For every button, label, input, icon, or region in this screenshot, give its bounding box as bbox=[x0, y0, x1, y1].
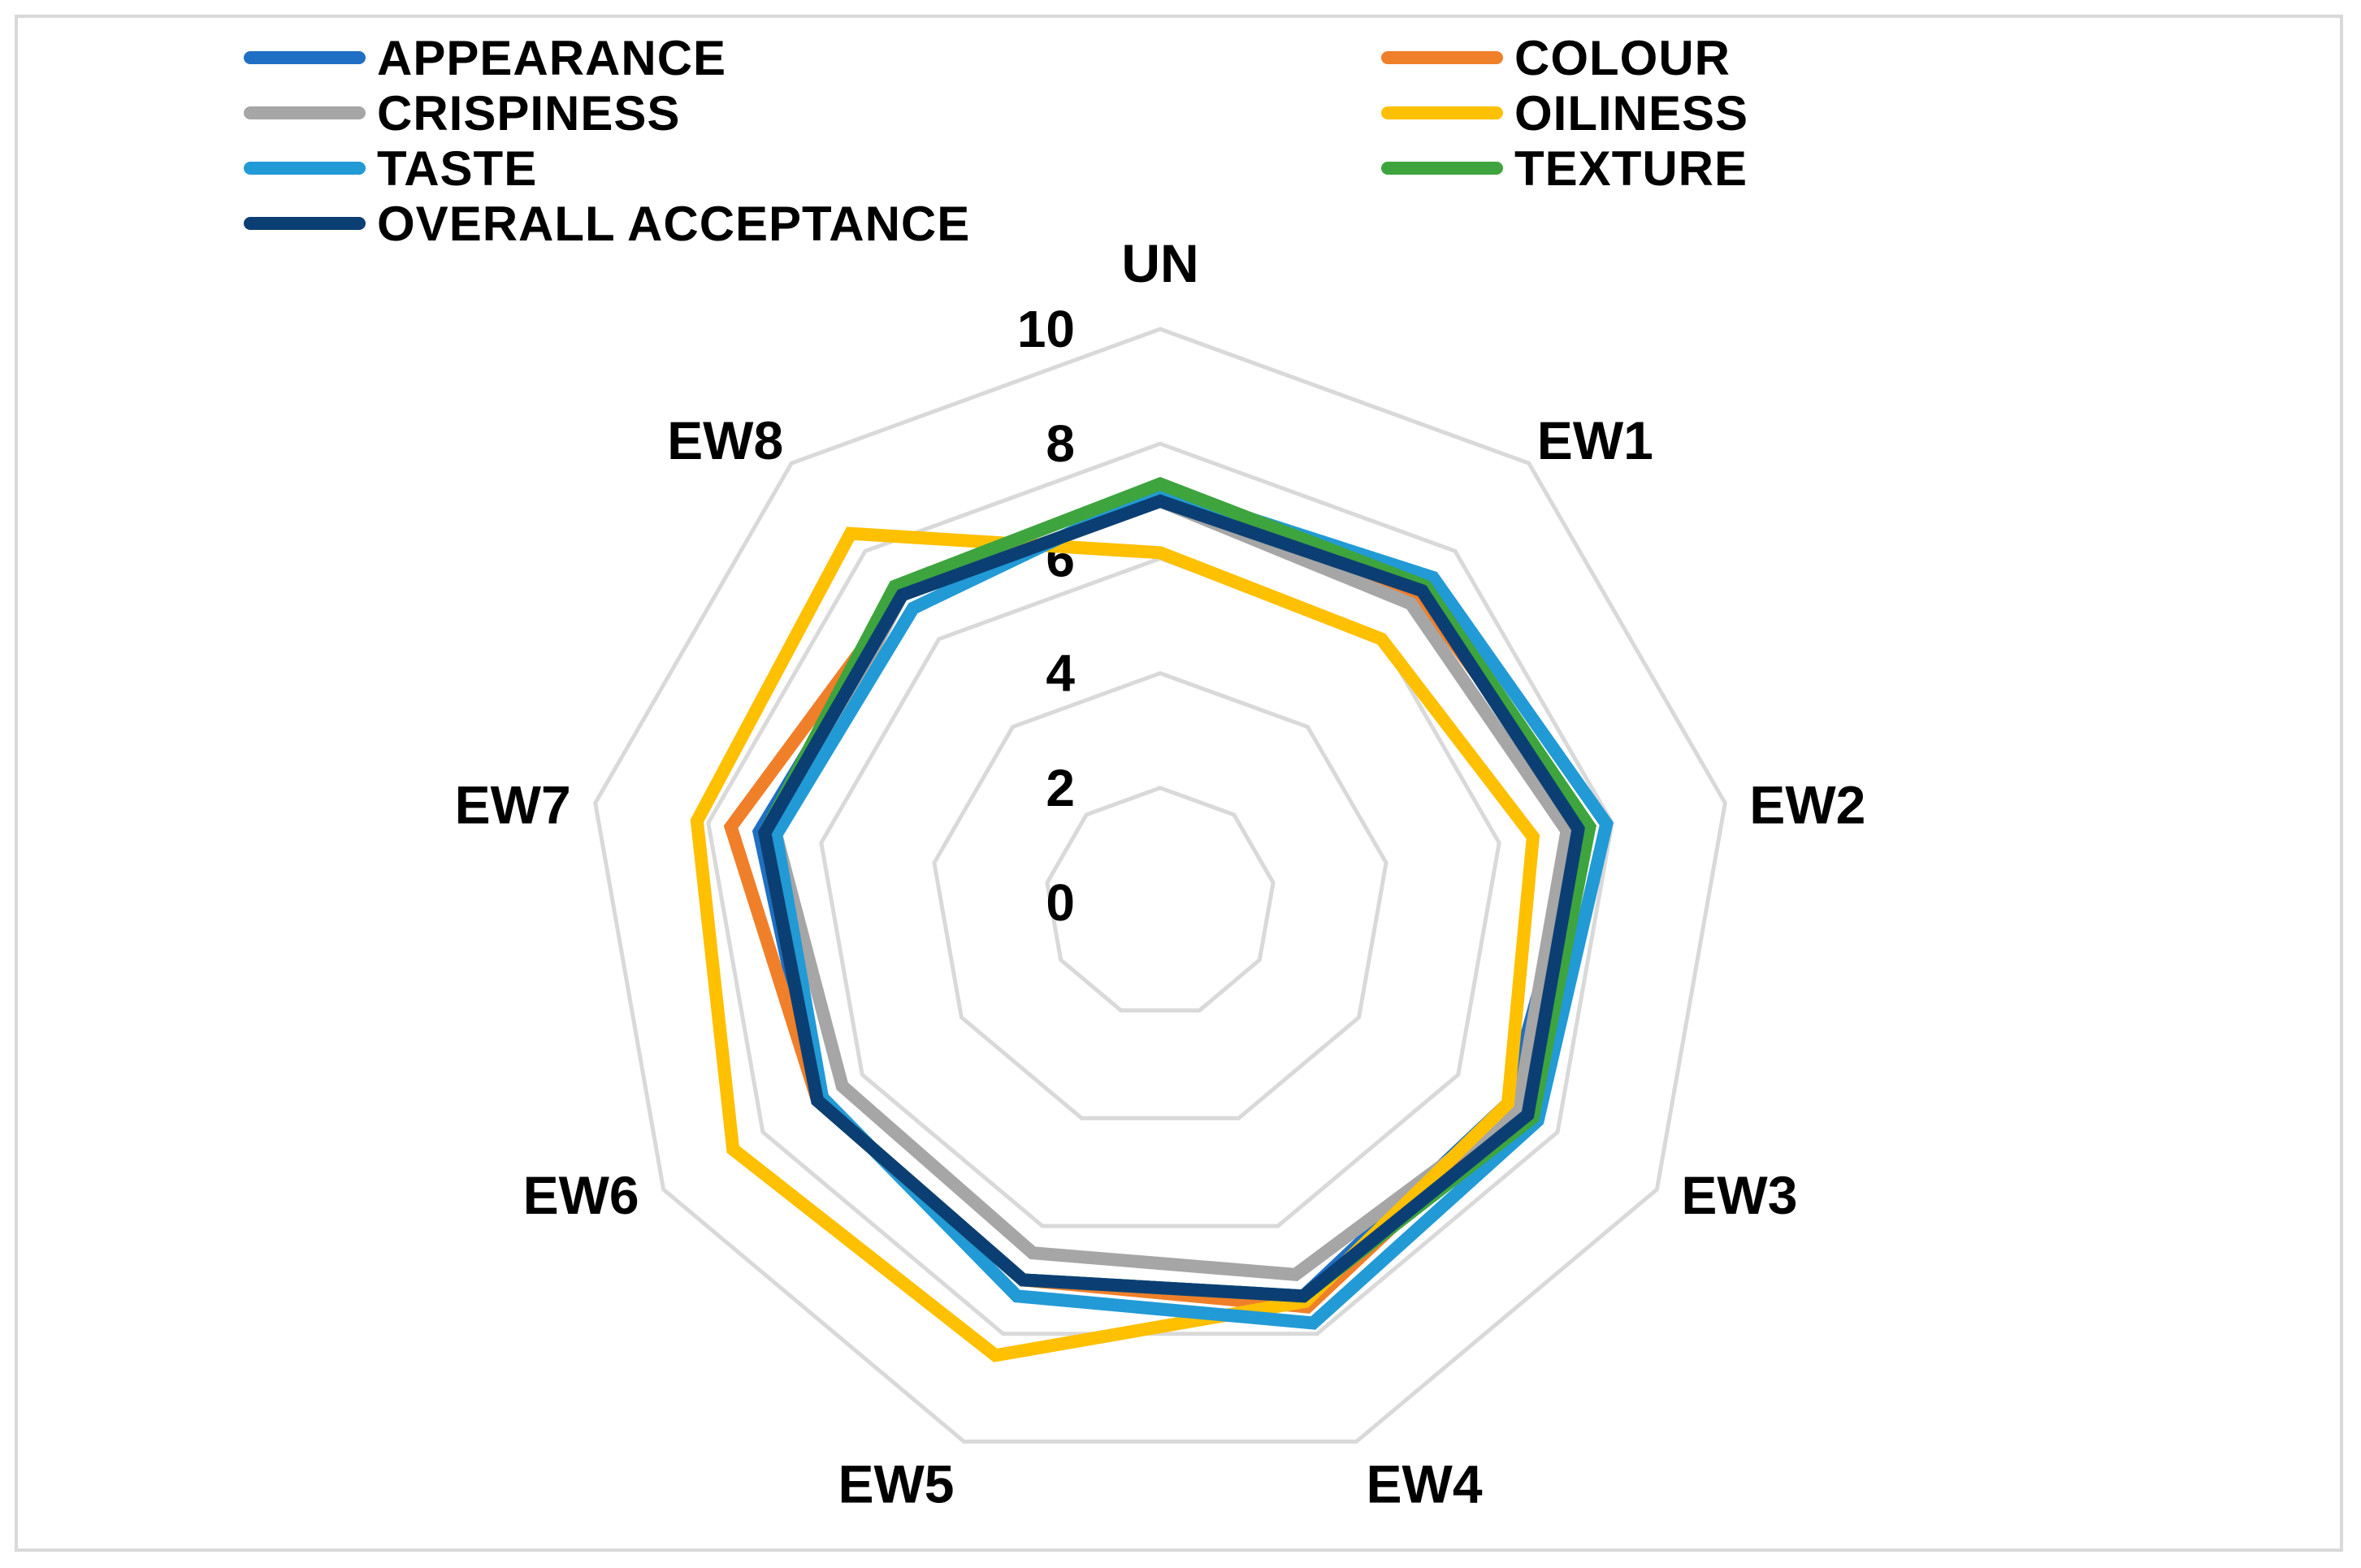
radial-tick-label: 10 bbox=[1017, 300, 1075, 358]
legend-item-overall-acceptance: OVERALL ACCEPTANCE bbox=[244, 196, 971, 251]
legend-label: CRISPINESS bbox=[377, 85, 681, 141]
category-label-ew4: EW4 bbox=[1367, 1453, 1483, 1514]
radial-tick-label: 4 bbox=[1046, 644, 1075, 703]
category-label-ew6: EW6 bbox=[523, 1165, 639, 1225]
category-labels: UN EW1 EW2 EW3 EW4 EW5 EW6 EW7 EW8 bbox=[455, 233, 1866, 1514]
legend-swatch bbox=[1381, 106, 1503, 119]
radar-grid bbox=[593, 327, 1727, 1444]
grid-ring bbox=[706, 441, 1614, 1336]
grid-ring bbox=[932, 670, 1388, 1120]
legend-item-oiliness: OILINESS bbox=[1381, 85, 1749, 141]
legend-item-texture: TEXTURE bbox=[1381, 141, 1748, 196]
category-label-ew1: EW1 bbox=[1537, 410, 1653, 470]
legend-label: TEXTURE bbox=[1514, 141, 1748, 196]
series-line-overall-acceptance bbox=[757, 494, 1585, 1303]
series-line-taste bbox=[769, 483, 1614, 1330]
legend: APPEARANCE COLOUR CRISPINESS OILINESS TASTE T… bbox=[0, 0, 2361, 260]
legend-swatch bbox=[244, 217, 366, 230]
category-label-ew8: EW8 bbox=[667, 410, 783, 470]
radial-tick-label: 8 bbox=[1046, 414, 1075, 473]
legend-swatch bbox=[244, 106, 366, 119]
radial-tick-label: 2 bbox=[1046, 759, 1075, 817]
legend-swatch bbox=[1381, 51, 1503, 64]
category-label-ew5: EW5 bbox=[838, 1453, 954, 1514]
legend-item-crispiness: CRISPINESS bbox=[244, 85, 681, 141]
legend-label: TASTE bbox=[377, 141, 538, 196]
legend-swatch bbox=[1381, 162, 1503, 175]
radial-tick-label: 0 bbox=[1046, 873, 1075, 932]
grid-ring bbox=[1045, 786, 1276, 1013]
legend-item-appearance: APPEARANCE bbox=[244, 30, 727, 85]
legend-swatch bbox=[244, 51, 366, 64]
legend-item-taste: TASTE bbox=[244, 141, 538, 196]
category-label-un: UN bbox=[1121, 233, 1198, 293]
legend-label: OVERALL ACCEPTANCE bbox=[377, 196, 971, 251]
legend-label: COLOUR bbox=[1514, 30, 1731, 85]
series-lines bbox=[690, 477, 1614, 1362]
category-label-ew3: EW3 bbox=[1681, 1165, 1797, 1225]
category-label-ew2: EW2 bbox=[1749, 774, 1865, 834]
legend-item-colour: COLOUR bbox=[1381, 30, 1731, 85]
category-label-ew7: EW7 bbox=[455, 774, 571, 834]
grid-ring bbox=[593, 327, 1727, 1444]
series-line-oiliness bbox=[690, 526, 1540, 1362]
legend-label: APPEARANCE bbox=[377, 30, 727, 85]
grid-ring bbox=[819, 556, 1501, 1228]
legend-label: OILINESS bbox=[1514, 85, 1749, 141]
legend-swatch bbox=[244, 162, 366, 175]
